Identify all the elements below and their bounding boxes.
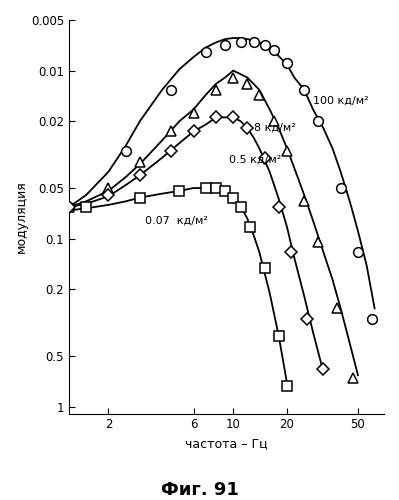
- Y-axis label: модуляция: модуляция: [15, 180, 28, 253]
- Text: 8 кд/м²: 8 кд/м²: [253, 123, 295, 133]
- X-axis label: частота – Гц: частота – Гц: [185, 437, 268, 450]
- Text: Фиг. 91: Фиг. 91: [160, 481, 239, 499]
- Text: 0.07  кд/м²: 0.07 кд/м²: [145, 216, 208, 226]
- Text: 0.5 кд/м²: 0.5 кд/м²: [229, 155, 281, 165]
- Text: 100 кд/м²: 100 кд/м²: [313, 95, 369, 105]
